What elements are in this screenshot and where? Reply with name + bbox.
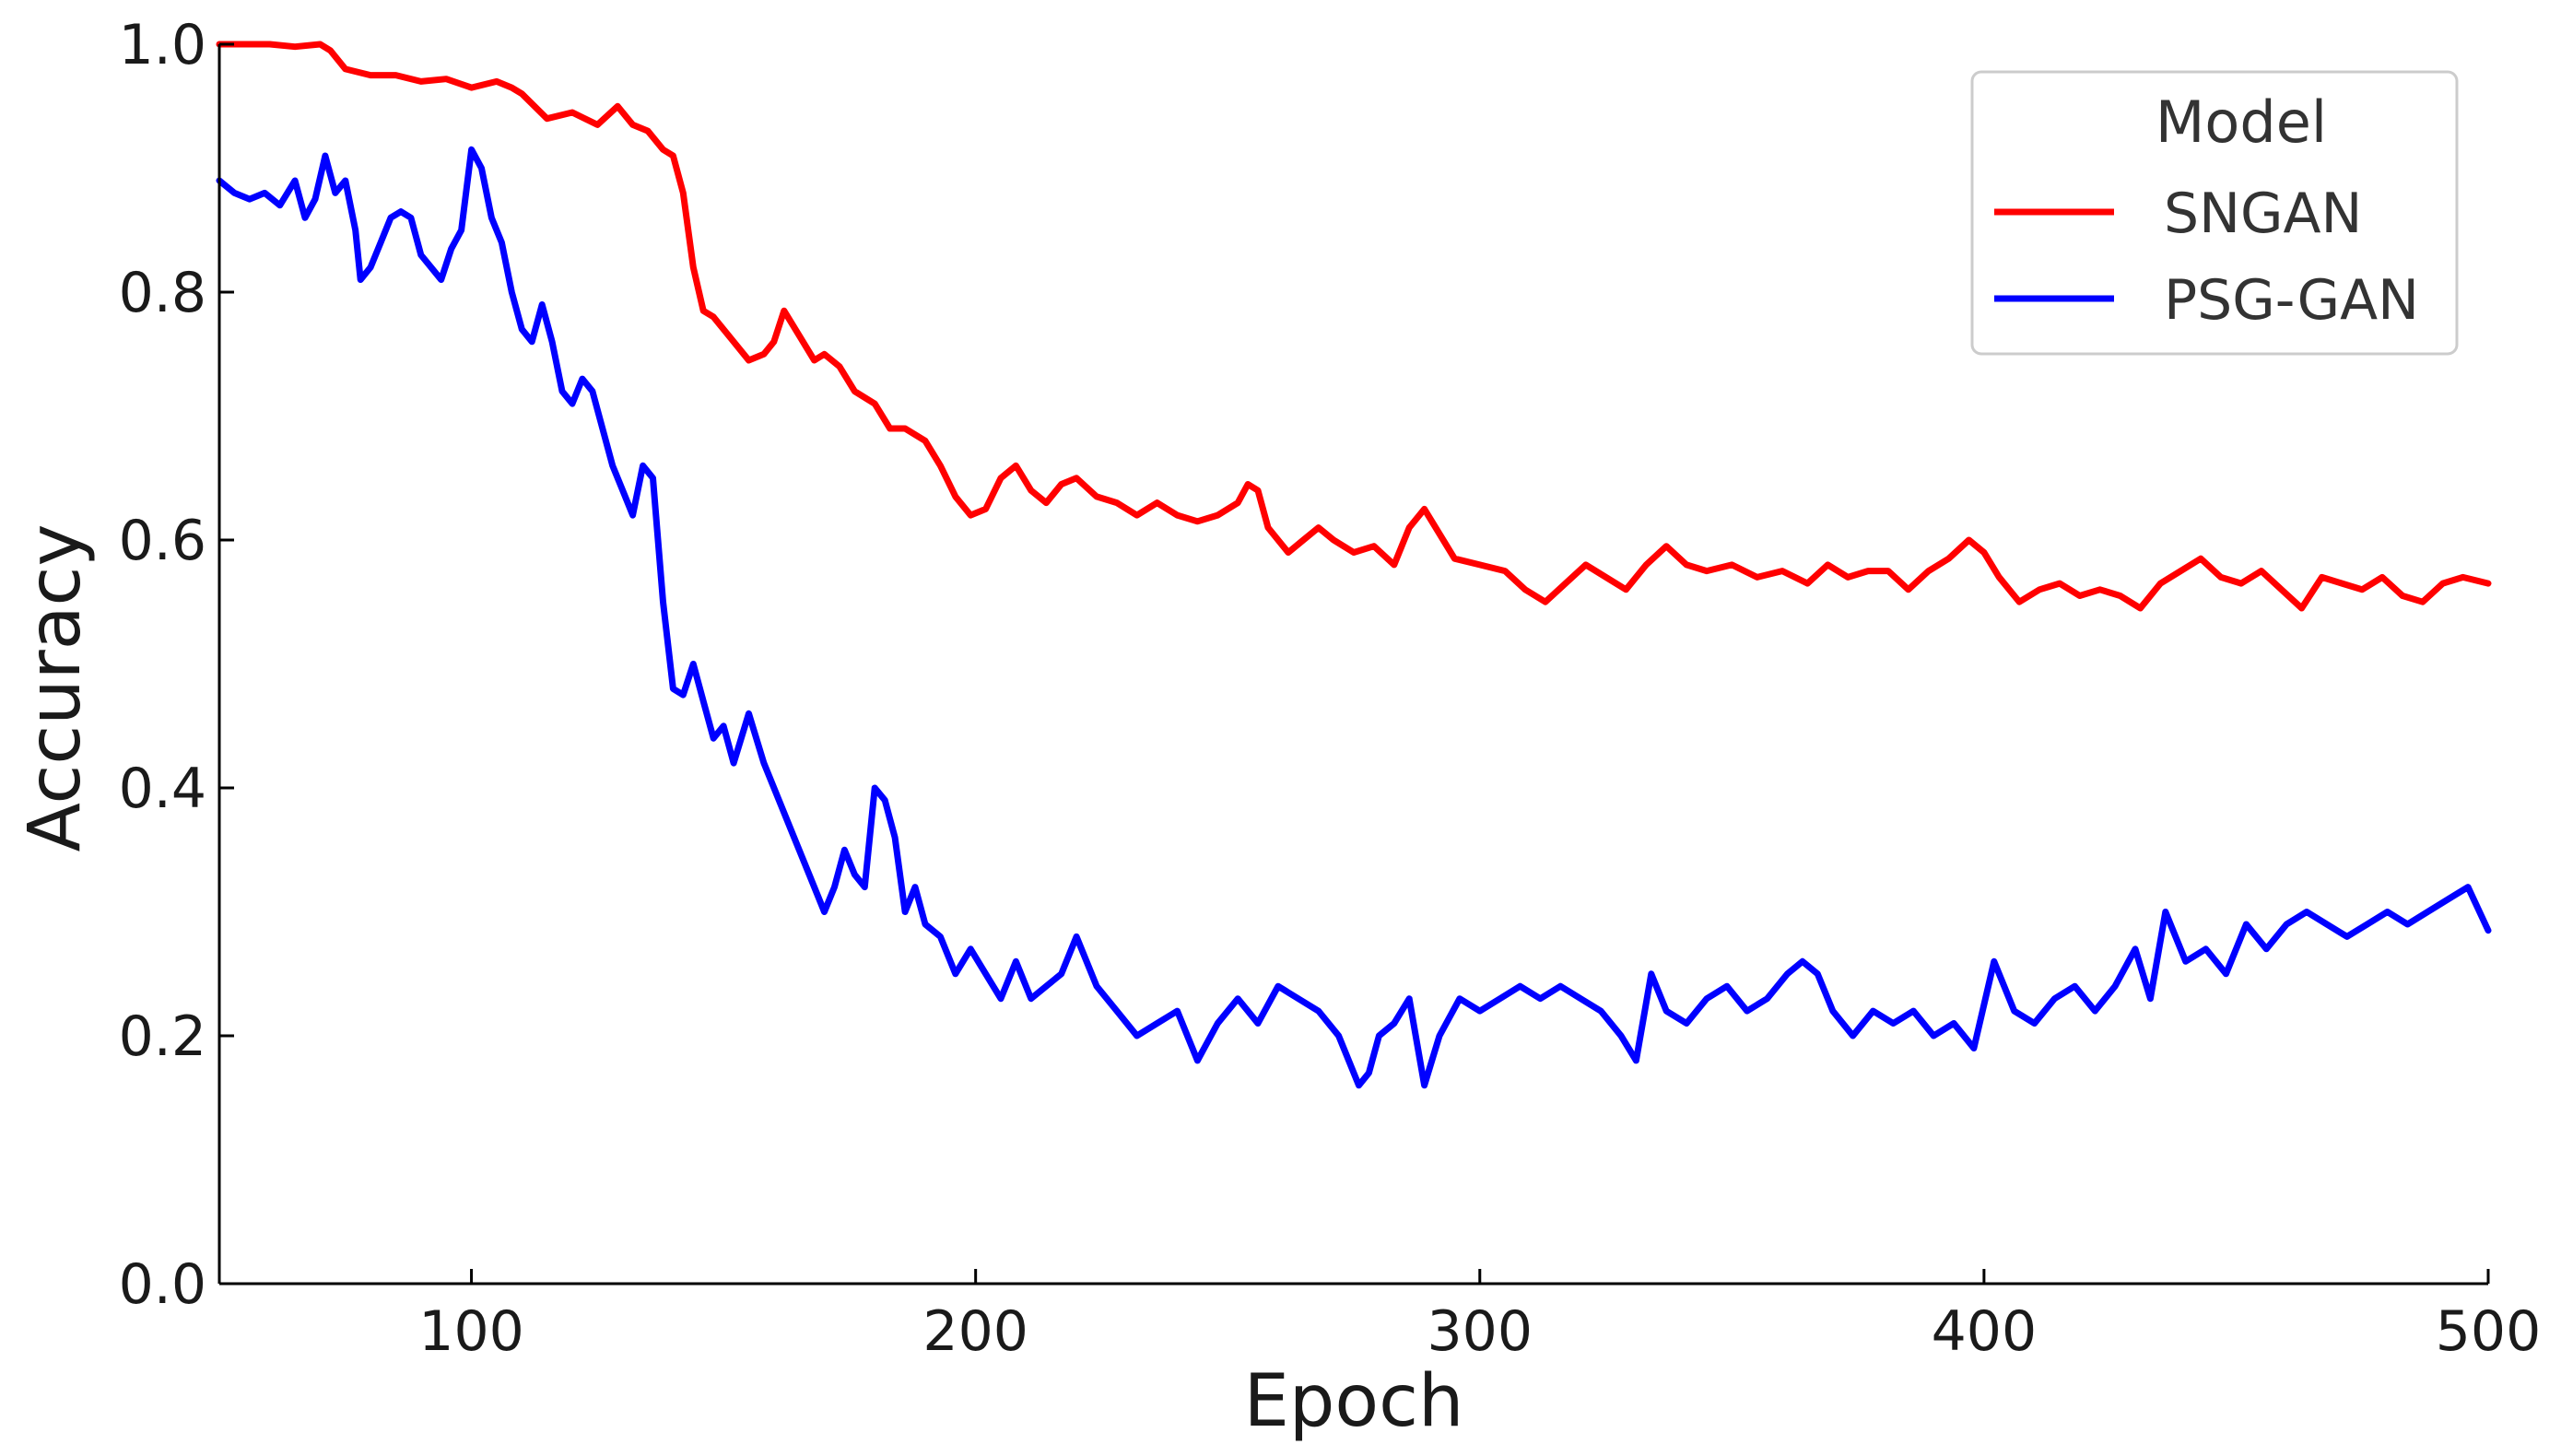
y-tick-label: 0.2 <box>119 1004 206 1069</box>
x-tick-label: 400 <box>1932 1299 2038 1364</box>
legend-box <box>1970 70 2459 356</box>
legend: Model SNGAN PSG-GAN <box>1970 70 2459 356</box>
x-tick-label: 100 <box>418 1299 524 1364</box>
x-axis-title: Epoch <box>1244 1360 1464 1443</box>
legend-label-psg-gan: PSG-GAN <box>2164 268 2419 333</box>
y-tick-label: 0.8 <box>119 261 206 325</box>
legend-label-sngan: SNGAN <box>2164 182 2362 246</box>
x-tick-label: 200 <box>922 1299 1028 1364</box>
legend-entries: SNGAN PSG-GAN <box>1994 182 2419 333</box>
y-axis-title: Accuracy <box>14 523 97 851</box>
x-tick-label: 500 <box>2436 1299 2542 1364</box>
series-line-psg-gan <box>216 146 2492 1089</box>
x-ticks: 100 200 300 400 500 <box>418 1269 2541 1364</box>
y-ticks: 0.0 0.2 0.4 0.6 0.8 1.0 <box>119 13 234 1317</box>
plot-lines <box>216 41 2492 1089</box>
y-tick-label: 0.4 <box>119 757 206 821</box>
series-line-sngan <box>216 41 2492 612</box>
legend-title: Model <box>2156 88 2327 156</box>
y-tick-label: 0.0 <box>119 1252 206 1317</box>
y-tick-label: 0.6 <box>119 509 206 573</box>
x-tick-label: 300 <box>1427 1299 1533 1364</box>
axes <box>217 44 2488 1286</box>
y-tick-label: 1.0 <box>119 13 206 77</box>
